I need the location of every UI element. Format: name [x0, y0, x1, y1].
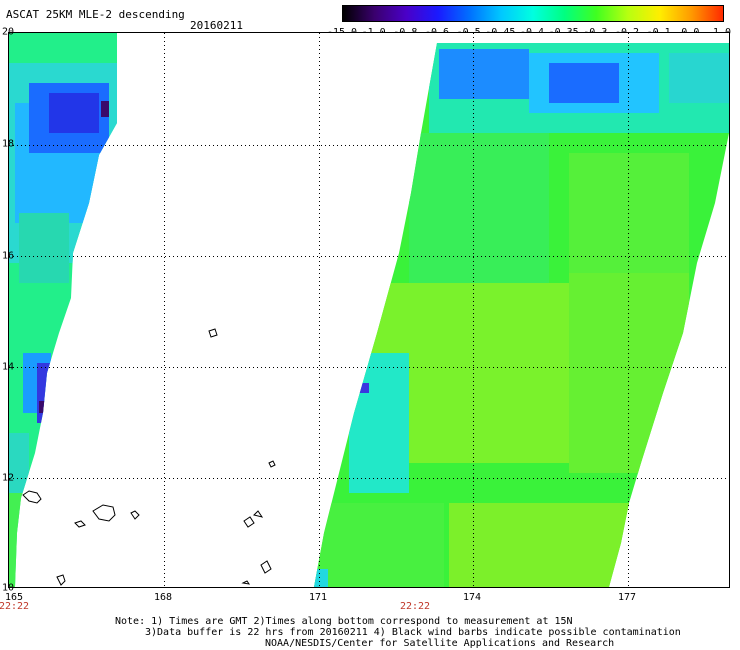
- latitude-label: 12: [2, 472, 15, 484]
- time-label: 22:22: [399, 601, 431, 612]
- island: [92, 504, 116, 522]
- island-outlines: [22, 328, 276, 586]
- grid-lines: [9, 33, 729, 587]
- latitude-label: 18: [2, 138, 15, 150]
- time-label: 22:22: [0, 601, 30, 612]
- island: [74, 520, 86, 528]
- colorbar: [342, 5, 724, 22]
- island: [268, 460, 276, 468]
- colorbar-gradient: [343, 6, 723, 21]
- island: [260, 560, 272, 574]
- note-line-2: 3)Data buffer is 22 hrs from 20160211 4)…: [145, 627, 681, 638]
- map-panel: [8, 32, 730, 588]
- island: [253, 510, 264, 518]
- island: [130, 510, 140, 520]
- longitude-label: 168: [153, 592, 173, 603]
- longitude-label: 171: [308, 592, 328, 603]
- latitude-label: 20: [2, 26, 15, 38]
- map-title: ASCAT 25KM MLE-2 descending: [6, 8, 185, 21]
- latitude-label: 10: [2, 582, 15, 594]
- longitude-label: 165: [4, 592, 24, 603]
- island: [208, 328, 218, 338]
- note-line-3: NOAA/NESDIS/Center for Satellite Applica…: [265, 638, 615, 649]
- island: [241, 580, 251, 585]
- longitude-label: 174: [462, 592, 482, 603]
- note-line-1: Note: 1) Times are GMT 2)Times along bot…: [115, 616, 573, 627]
- swath-west: [9, 33, 117, 587]
- map-canvas: [9, 33, 729, 587]
- island: [56, 574, 66, 586]
- island: [22, 490, 42, 504]
- map-date: 20160211: [190, 19, 243, 32]
- longitude-label: 177: [617, 592, 637, 603]
- island: [243, 516, 255, 528]
- latitude-label: 16: [2, 250, 15, 262]
- swath-east: [314, 43, 729, 587]
- latitude-label: 14: [2, 361, 15, 373]
